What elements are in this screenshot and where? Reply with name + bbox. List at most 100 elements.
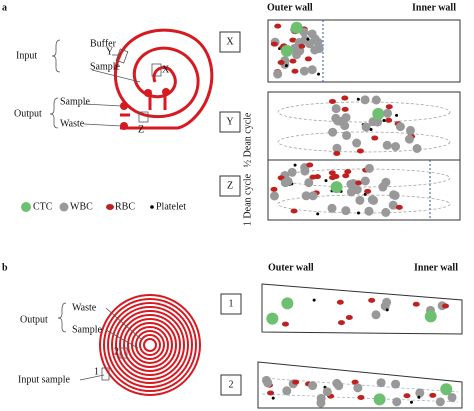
- wbc: [300, 166, 310, 176]
- wbc: [392, 397, 402, 407]
- section-box: [219, 31, 241, 53]
- ring: [135, 330, 165, 360]
- box-label: 2: [229, 379, 234, 390]
- wbc: [415, 388, 425, 398]
- wbc: [391, 142, 401, 152]
- platelet: [306, 37, 310, 41]
- ring: [143, 338, 157, 352]
- label: Input sample: [18, 374, 70, 385]
- wbc: [353, 383, 363, 393]
- rbc: [412, 301, 420, 307]
- section-box: [219, 175, 241, 197]
- rbc: [345, 315, 353, 321]
- ports-a: [120, 88, 170, 130]
- rbc: [281, 321, 289, 327]
- wbc: [367, 195, 377, 205]
- label: Y: [106, 46, 113, 57]
- label: Input: [16, 50, 37, 61]
- wbc: [331, 104, 341, 114]
- section-box: [220, 374, 242, 396]
- rbc: [351, 379, 359, 385]
- wbc: [328, 127, 338, 137]
- ring: [111, 306, 189, 384]
- rbc: [342, 173, 350, 179]
- label: 1: [94, 366, 99, 377]
- wbc: [282, 386, 292, 396]
- label: Buffer: [90, 38, 117, 49]
- rbc: [290, 208, 298, 214]
- legend-label: WBC: [70, 201, 93, 212]
- legend-swatch: [59, 202, 69, 212]
- platelet: [363, 192, 367, 196]
- rbc: [429, 392, 437, 398]
- platelet: [395, 113, 399, 117]
- header: Inner wall: [412, 2, 456, 13]
- rbc: [289, 58, 297, 64]
- label: 2: [114, 346, 119, 357]
- platelet: [409, 400, 413, 404]
- rbc: [336, 299, 344, 305]
- ctc: [290, 21, 303, 34]
- wbc: [269, 191, 279, 201]
- wbc: [342, 130, 352, 140]
- label: Sample: [60, 96, 91, 107]
- wbc: [391, 379, 401, 389]
- wbc: [361, 122, 371, 132]
- annotations-a: [49, 39, 162, 129]
- rbc: [341, 106, 349, 112]
- wbc: [304, 178, 314, 188]
- wbc: [388, 200, 398, 210]
- wbc: [348, 179, 358, 189]
- rbc: [289, 37, 297, 43]
- wbc: [308, 191, 318, 201]
- wbc: [381, 207, 391, 217]
- wbc: [447, 392, 457, 402]
- rbc: [395, 204, 403, 210]
- ctc: [440, 383, 453, 396]
- panel-label: a: [2, 2, 7, 13]
- box-label: X: [226, 36, 234, 47]
- rbc: [328, 170, 336, 176]
- cycle-label: 1 Dean cycle: [242, 173, 253, 226]
- label: Output: [14, 108, 42, 119]
- rbc: [403, 393, 411, 399]
- header: Outer wall: [268, 262, 314, 273]
- ring: [123, 318, 177, 372]
- wbc: [395, 122, 405, 132]
- wbc: [412, 143, 422, 153]
- wbc: [405, 125, 415, 135]
- wbc: [360, 95, 370, 105]
- wbc: [299, 66, 309, 76]
- wbc: [376, 378, 386, 388]
- ring: [131, 326, 169, 364]
- rbc: [277, 59, 285, 65]
- annotations-b: [57, 302, 143, 381]
- wbc: [308, 381, 318, 391]
- legend-label: Platelet: [156, 201, 186, 212]
- rbc: [306, 162, 314, 168]
- wbc: [263, 378, 273, 388]
- ctc: [281, 297, 294, 310]
- legend-label: CTC: [33, 201, 53, 212]
- label: Sample: [72, 324, 103, 335]
- rbc: [344, 169, 352, 175]
- ring: [107, 302, 193, 388]
- rbc: [309, 174, 317, 180]
- ring: [127, 322, 173, 368]
- rbc: [292, 379, 300, 385]
- box-label: 1: [229, 298, 234, 309]
- rbc: [442, 303, 450, 309]
- wbc: [310, 45, 320, 55]
- platelet: [316, 212, 320, 216]
- platelet: [271, 396, 275, 400]
- wbc: [287, 167, 297, 177]
- ctc: [266, 312, 279, 325]
- wbc: [334, 116, 344, 126]
- ring: [99, 294, 201, 396]
- platelet: [293, 163, 297, 167]
- rbc: [355, 180, 363, 186]
- rbc: [371, 135, 379, 141]
- box-label: Y: [226, 116, 233, 127]
- platelet: [382, 119, 386, 123]
